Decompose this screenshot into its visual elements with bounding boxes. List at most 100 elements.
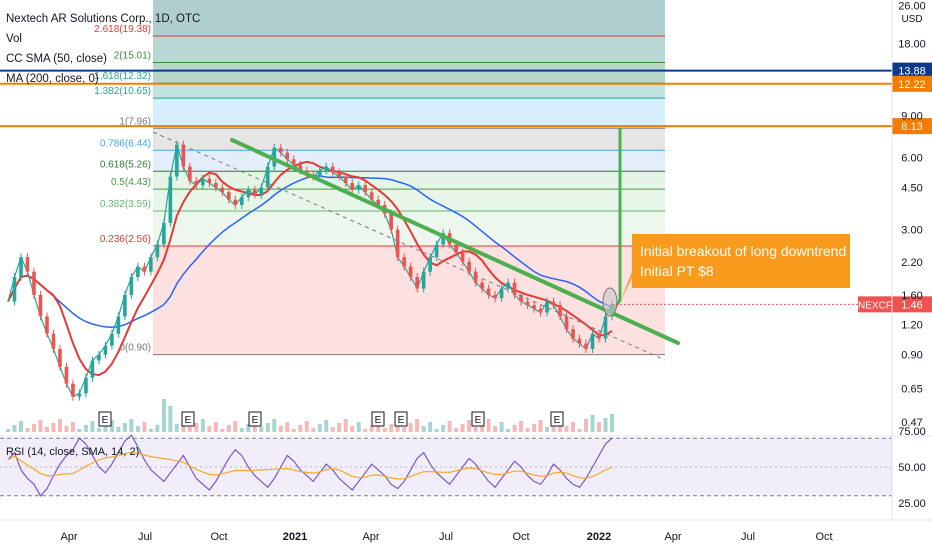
rsi-axis-tick: 75.00	[898, 426, 926, 438]
earnings-marker-label: E	[475, 415, 482, 426]
candle	[129, 277, 134, 295]
volume-bar	[70, 422, 75, 432]
candle	[545, 301, 549, 313]
volume-bar	[317, 424, 322, 432]
volume-bar	[597, 422, 602, 432]
volume-bar	[421, 426, 426, 432]
volume-bar	[330, 427, 335, 432]
volume-bar	[337, 423, 342, 432]
time-axis-tick: Jul	[439, 531, 453, 543]
candle	[227, 192, 231, 200]
candle	[467, 261, 471, 272]
hline-price-label: 8.13	[901, 121, 922, 133]
breakout-circle	[602, 287, 618, 317]
candle	[512, 282, 517, 295]
fib-band	[153, 82, 665, 99]
volume-bar	[239, 428, 244, 432]
legend-sma50[interactable]: CC SMA (50, close)	[6, 53, 107, 65]
candle	[558, 305, 562, 317]
price-axis-tick: 4.50	[901, 183, 922, 195]
volume-bar	[142, 422, 147, 432]
earnings-marker	[248, 411, 262, 427]
time-axis-tick: Apr	[362, 531, 379, 543]
candle	[265, 166, 270, 188]
volume-bar	[382, 428, 387, 432]
volume-bar	[324, 420, 329, 432]
rsi-axis-tick: 25.00	[898, 498, 926, 510]
rsi-legend[interactable]: RSI (14, close, SMA, 14, 2)	[6, 446, 140, 458]
candle	[84, 377, 88, 394]
fib-band	[153, 150, 665, 172]
candle	[506, 282, 510, 289]
volume-bar	[473, 427, 478, 432]
volume-bar	[512, 425, 517, 432]
volume-bar	[428, 422, 433, 432]
volume-bar	[467, 420, 472, 432]
price-axis-tick: 0.90	[901, 350, 922, 362]
candle	[103, 345, 108, 355]
candle	[168, 176, 173, 223]
volume-bar	[103, 424, 108, 432]
fib-level-label: 1(7.96)	[119, 116, 151, 127]
volume-bar	[25, 428, 30, 432]
earnings-marker-label: E	[102, 415, 109, 426]
candle	[259, 187, 264, 195]
earnings-marker	[98, 411, 112, 427]
fib-level-label: 1.382(10.65)	[94, 86, 151, 97]
time-axis-tick: Oct	[815, 531, 832, 543]
candle	[525, 301, 530, 306]
price-axis-tick: 1.60	[901, 290, 922, 302]
candle	[441, 233, 445, 245]
volume-bar	[480, 423, 485, 432]
candle	[395, 229, 400, 258]
candle	[252, 189, 257, 195]
candle	[207, 178, 212, 183]
candle	[330, 166, 335, 173]
volume-bar	[96, 428, 101, 432]
price-axis-tick: 3.00	[901, 225, 922, 237]
chart-title[interactable]: Nextech AR Solutions Corp., 1D, OTC	[6, 13, 201, 25]
volume-bar	[64, 426, 69, 432]
volume-bar	[38, 420, 43, 432]
candle	[136, 266, 140, 278]
volume-bar	[213, 422, 218, 432]
candle	[343, 176, 348, 183]
volume-bar	[389, 424, 394, 432]
volume-bar	[194, 423, 199, 432]
volume-bar	[18, 421, 23, 432]
candle	[298, 164, 303, 171]
candle	[590, 333, 595, 349]
volume-bar	[168, 406, 173, 432]
candle	[291, 159, 296, 165]
candle	[71, 383, 75, 397]
candle	[493, 294, 497, 299]
currency-label: USD	[901, 14, 922, 25]
volume-bar	[148, 429, 153, 432]
candle	[25, 257, 30, 272]
candle	[356, 185, 361, 190]
volume-bar	[350, 426, 355, 432]
earnings-marker-label: E	[375, 415, 382, 426]
candle	[499, 288, 504, 299]
volume-bar	[538, 420, 543, 432]
legend-ma200[interactable]: MA (200, close, 0)	[6, 73, 99, 85]
candle	[285, 152, 290, 160]
volume-bar	[402, 427, 407, 432]
candle	[460, 252, 465, 262]
volume-bar	[343, 419, 348, 432]
candle	[538, 308, 543, 313]
candle	[175, 144, 179, 177]
fib-level-label: 0.618(5.26)	[100, 159, 151, 170]
legend-vol[interactable]: Vol	[6, 33, 22, 45]
fib-level-label: 0.236(2.56)	[100, 234, 151, 245]
candle	[162, 222, 166, 245]
fib-level-label: 0.786(6.44)	[100, 138, 151, 149]
volume-bar	[447, 421, 452, 432]
volume-bar	[493, 426, 498, 432]
volume-bar	[207, 426, 212, 432]
candle	[142, 266, 147, 272]
fib-level-label: 1.618(12.32)	[94, 71, 151, 82]
earnings-marker-label: E	[185, 415, 192, 426]
candle	[110, 333, 114, 346]
